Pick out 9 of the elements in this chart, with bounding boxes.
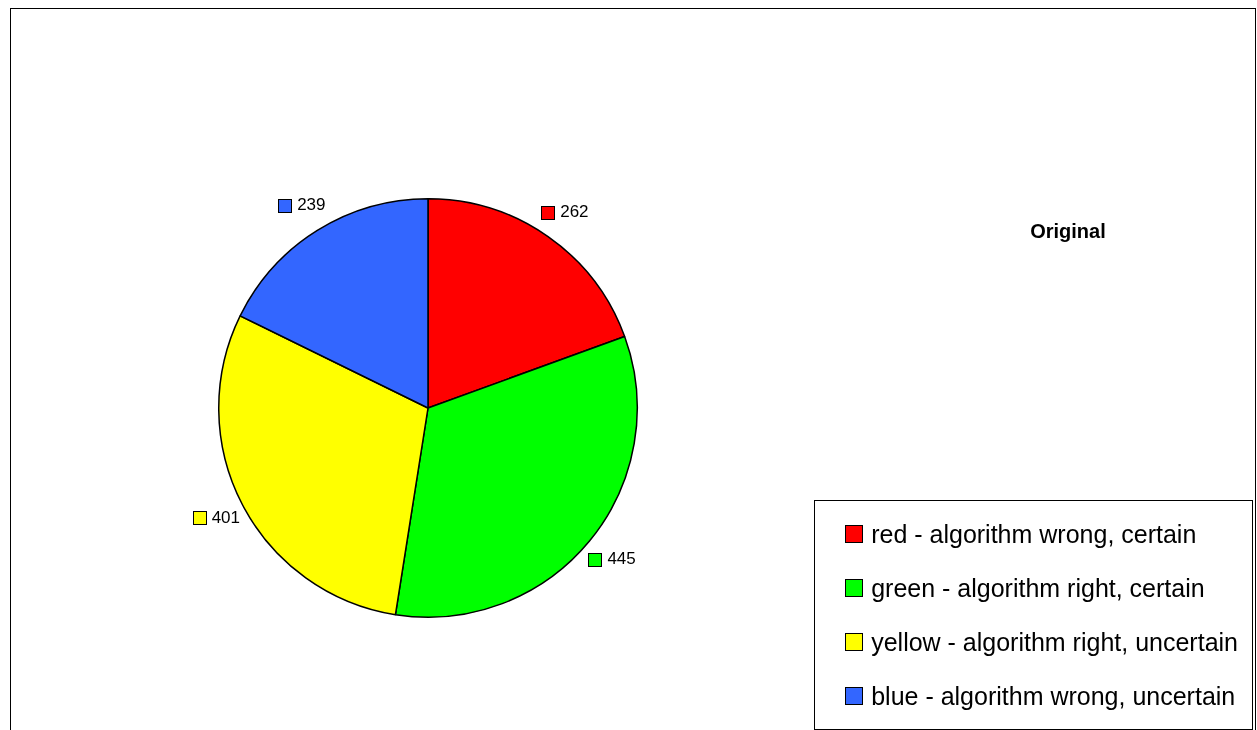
legend-label: red - algorithm wrong, certain [871,519,1197,549]
legend-label: yellow - algorithm right, uncertain [871,627,1238,657]
legend-label: green - algorithm right, certain [871,573,1205,603]
data-label: 445 [607,549,636,569]
data-label: 262 [560,202,589,222]
data-label: 401 [211,507,241,527]
data-label: 239 [297,195,326,215]
legend-label: blue - algorithm wrong, uncertain [871,681,1236,711]
text: Original [1029,220,1107,243]
